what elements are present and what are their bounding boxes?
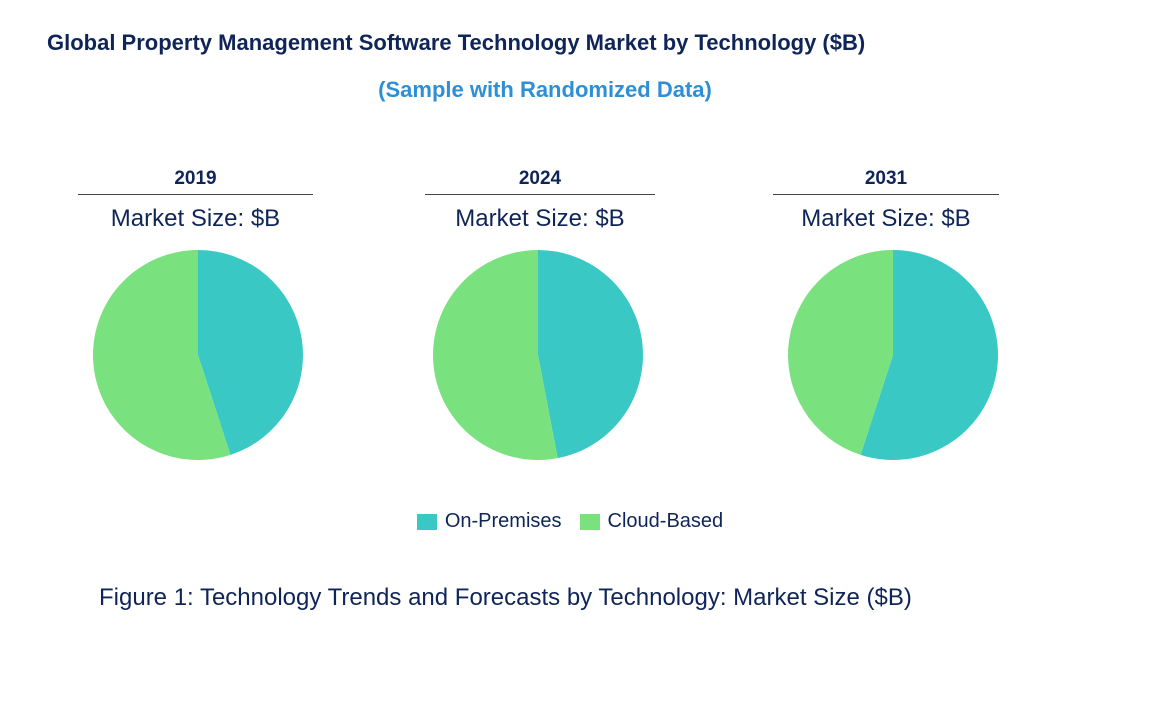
legend-item-cloud-based: Cloud-Based: [579, 510, 724, 533]
legend-label: Cloud-Based: [607, 510, 724, 532]
chart-title: Global Property Management Software Tech…: [47, 30, 866, 55]
legend-label: On-Premises: [444, 510, 562, 532]
pie-panel-2031: 2031 Market Size: $B: [773, 168, 999, 233]
legend: On-Premises Cloud-Based: [0, 510, 1140, 533]
year-label: 2024: [425, 168, 655, 195]
year-label: 2019: [78, 168, 313, 195]
pie-panel-2024: 2024 Market Size: $B: [425, 168, 655, 233]
pie-slice-2024-on-premises: [538, 250, 644, 459]
pie-slice-2019-on-premises: [198, 250, 303, 455]
chart-subtitle: (Sample with Randomized Data): [378, 77, 712, 102]
legend-swatch: [579, 513, 600, 530]
legend-swatch: [416, 513, 437, 530]
pie-slice-2031-cloud-based: [788, 250, 893, 455]
legend-item-on-premises: On-Premises: [416, 510, 562, 533]
market-size-label: Market Size: $B: [801, 205, 971, 232]
pie-slice-2019-cloud-based: [92, 250, 231, 460]
year-label: 2031: [773, 168, 999, 195]
pie-slice-2024-cloud-based: [433, 250, 558, 460]
market-size-label: Market Size: $B: [455, 205, 625, 232]
pie-panel-2019: 2019 Market Size: $B: [78, 168, 313, 233]
figure-caption: Figure 1: Technology Trends and Forecast…: [99, 584, 912, 611]
market-size-label: Market Size: $B: [110, 205, 281, 232]
pie-slice-2031-on-premises: [860, 250, 999, 460]
